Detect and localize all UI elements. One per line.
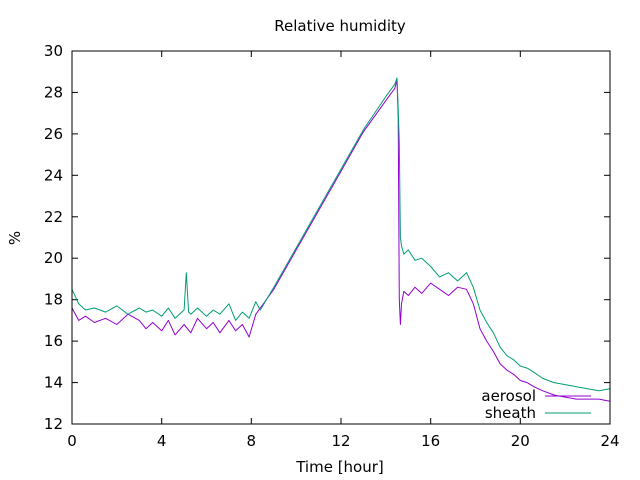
- x-tick-label: 8: [247, 432, 257, 450]
- y-tick-label: 28: [44, 83, 63, 101]
- y-tick-label: 16: [44, 332, 63, 350]
- y-tick-label: 12: [44, 415, 63, 433]
- y-tick-label: 20: [44, 249, 63, 267]
- y-tick-label: 30: [44, 42, 63, 60]
- series-line-aerosol: [71, 79, 611, 402]
- y-tick-label: 18: [44, 291, 63, 309]
- series-line-sheath: [71, 77, 611, 392]
- y-tick-label: 14: [44, 374, 63, 392]
- x-tick-label: 0: [67, 432, 77, 450]
- y-tick-label: 22: [44, 208, 63, 226]
- x-tick-label: 12: [331, 432, 350, 450]
- legend-label-sheath: sheath: [485, 404, 536, 422]
- chart-title: Relative humidity: [274, 17, 406, 35]
- y-axis-title: %: [6, 231, 24, 245]
- x-tick-label: 4: [157, 432, 167, 450]
- legend-label-aerosol: aerosol: [481, 387, 536, 405]
- plot-border: [71, 50, 611, 425]
- x-axis-title: Time [hour]: [295, 458, 384, 476]
- x-tick-label: 20: [511, 432, 530, 450]
- axis-ticks: 0 4 8 12 16 20 24 12 14 16 18 20 22 24 26 28 30: [44, 42, 620, 450]
- plot-series: [71, 77, 611, 402]
- y-tick-label: 24: [44, 166, 63, 184]
- y-tick-label: 26: [44, 125, 63, 143]
- x-tick-label: 16: [421, 432, 440, 450]
- x-tick-label: 24: [600, 432, 619, 450]
